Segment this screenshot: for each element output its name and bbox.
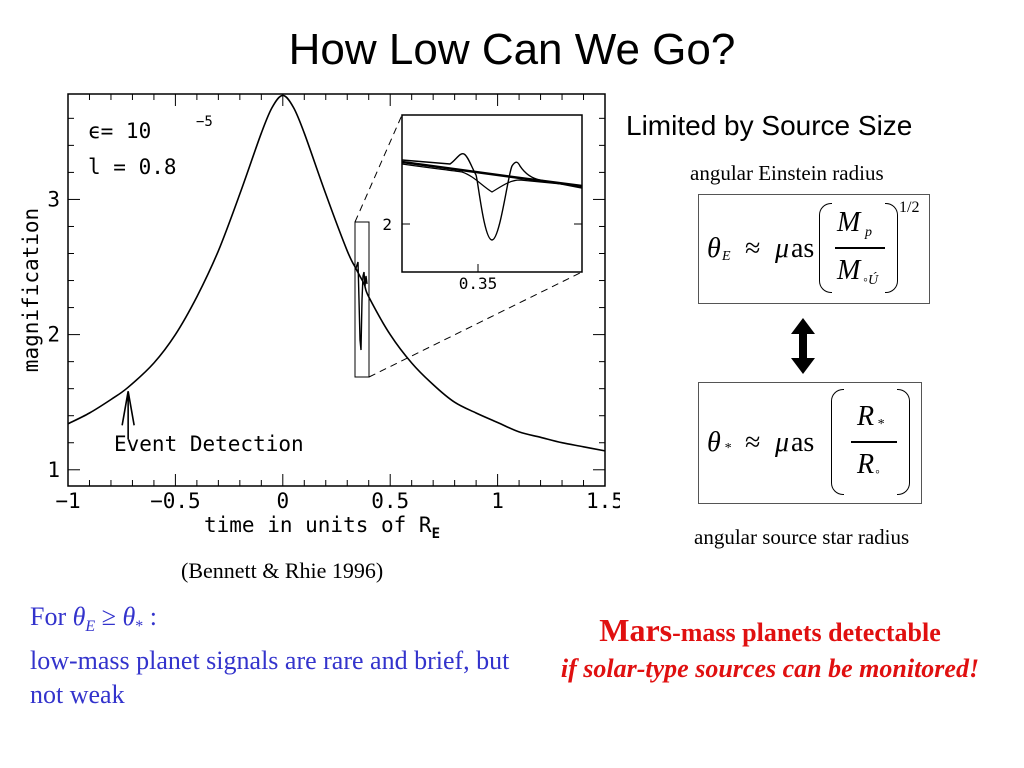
epsilon-label: ϵ= 10 <box>88 119 151 143</box>
inset-plot: 0.35 2 <box>382 114 583 293</box>
inset-curve-point-source <box>401 153 583 241</box>
magnification-chart: −1 −0.5 0 0.5 1 1.5 1 2 3 ϵ= 10 −5 l = 0.8 Even… <box>19 93 620 542</box>
l-label: l = 0.8 <box>88 155 177 179</box>
y-tick-label: 3 <box>47 187 60 211</box>
double-arrow-icon <box>791 318 815 374</box>
denominator: R <box>857 449 875 480</box>
source-radius-caption: angular source star radius <box>694 525 910 549</box>
parameter-labels: ϵ= 10 −5 l = 0.8 <box>88 114 213 179</box>
numerator: M <box>837 207 861 238</box>
denominator: M <box>837 255 861 286</box>
y-axis-label: magnification <box>19 208 43 372</box>
mu-symbol: μ <box>775 427 790 458</box>
theta-symbol: θ <box>707 427 721 458</box>
exponent: 1/2 <box>899 199 920 216</box>
left-note-body: low-mass planet signals are rare and bri… <box>30 646 510 710</box>
right-note-line1: Mars-mass planets detectable <box>540 612 1000 651</box>
unit-label: as <box>791 233 815 264</box>
theta-subscript: E <box>722 249 731 264</box>
numerator: R <box>857 401 875 432</box>
y-axis: 1 2 3 <box>47 117 605 482</box>
event-detection-label: Event Detection <box>114 432 304 456</box>
slide-title: How Low Can We Go? <box>288 25 736 74</box>
theta-subscript: * <box>724 441 731 456</box>
y-tick-label: 2 <box>47 323 60 347</box>
inset-y-tick-label: 2 <box>382 215 392 234</box>
approx-symbol: ≈ <box>745 233 761 264</box>
colon: : <box>143 602 157 631</box>
left-paren <box>819 203 832 293</box>
numerator-subscript: p <box>865 225 872 240</box>
x-tick-label: 1 <box>491 489 504 513</box>
left-paren <box>831 389 844 495</box>
theta-e-symbol: θ <box>72 602 86 631</box>
inset-curve-finite-source <box>401 160 583 188</box>
theta-e-subscript: E <box>85 618 96 636</box>
inset-x-tick-label: 0.35 <box>459 274 498 293</box>
x-axis: −1 −0.5 0 0.5 1 1.5 <box>55 94 620 513</box>
x-axis-label-main: time in units of R <box>204 513 432 537</box>
planet-spike <box>355 261 368 351</box>
fraction-bar <box>851 441 897 443</box>
plot-frame <box>67 93 606 487</box>
light-curve <box>67 94 606 452</box>
denominator-subscript: ◦Ú <box>863 273 879 288</box>
right-note: Mars-mass planets detectable if solar-ty… <box>540 612 1000 687</box>
einstein-radius-caption: angular Einstein radius <box>690 161 884 185</box>
epsilon-exponent: −5 <box>196 114 213 130</box>
theta-star-symbol: θ <box>122 602 136 631</box>
right-note-italic: if solar-type sources can be monitored! <box>560 654 980 683</box>
denominator-subscript: ◦ <box>875 465 880 480</box>
unit-label: as <box>791 427 815 458</box>
x-tick-label: −1 <box>55 489 80 513</box>
y-tick-label: 1 <box>47 458 60 482</box>
inset-frame <box>401 114 583 273</box>
zoom-region-box <box>354 221 370 378</box>
numerator-subscript: * <box>877 417 884 432</box>
right-paren <box>885 203 898 293</box>
x-tick-label: 0 <box>276 489 289 513</box>
inset-curve-medium-source <box>401 163 583 193</box>
x-tick-label: −0.5 <box>150 489 201 513</box>
event-detection-arrow <box>121 391 135 440</box>
left-note: For θE ≥ θ* : low-mass planet signals ar… <box>30 600 530 712</box>
right-note-rest: -mass planets detectable <box>672 618 941 647</box>
theta-symbol: θ <box>707 233 721 264</box>
left-note-prefix: For <box>30 602 73 631</box>
zoom-connector-top <box>354 114 403 223</box>
fraction-bar <box>835 247 885 249</box>
ge-symbol: ≥ <box>95 602 123 631</box>
theta-star-subscript: * <box>135 618 144 636</box>
reference-citation: (Bennett & Rhie 1996) <box>181 558 384 583</box>
subtitle: Limited by Source Size <box>626 110 913 141</box>
zoom-connector-bottom <box>368 271 583 378</box>
x-tick-label: 0.5 <box>371 489 409 513</box>
einstein-radius-formula: θ E ≈ μ as M p M ◦Ú 1/2 <box>698 194 930 304</box>
x-tick-label: 1.5 <box>586 489 620 513</box>
mars-word: Mars <box>599 612 673 648</box>
mu-symbol: μ <box>775 233 790 264</box>
x-axis-label-sub: E <box>432 526 440 542</box>
left-note-condition: For θE ≥ θ* : <box>30 600 530 644</box>
source-radius-formula: θ * ≈ μ as R * R ◦ <box>698 382 922 504</box>
event-detection-annotation: Event Detection <box>114 391 304 456</box>
approx-symbol: ≈ <box>745 427 761 458</box>
right-paren <box>897 389 910 495</box>
x-axis-label: time in units of RE <box>204 513 440 542</box>
